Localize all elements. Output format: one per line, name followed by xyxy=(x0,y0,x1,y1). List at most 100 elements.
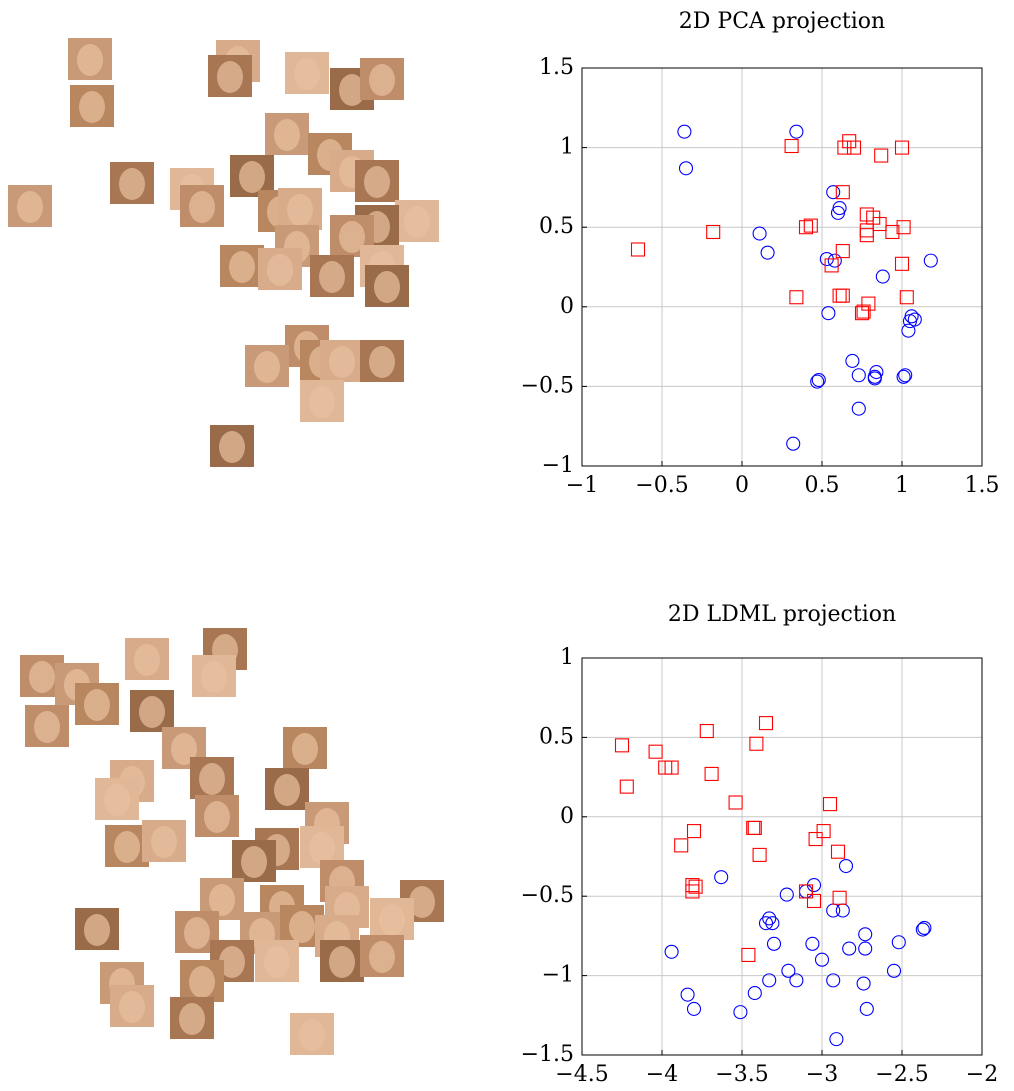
face-thumbnail xyxy=(70,85,114,127)
face-skin xyxy=(199,763,225,795)
face-skin xyxy=(34,711,60,743)
face-thumbnail xyxy=(395,200,439,242)
data-point xyxy=(715,871,728,884)
data-point xyxy=(729,796,742,809)
data-point xyxy=(688,1002,701,1015)
data-point xyxy=(809,833,822,846)
x-tick-label: −2 xyxy=(966,1062,998,1087)
y-tick-label: 0.5 xyxy=(539,724,574,749)
face-skin xyxy=(151,826,177,858)
face-skin xyxy=(364,166,390,198)
x-tick-label: −3 xyxy=(806,1062,838,1087)
x-tick-label: −3.5 xyxy=(715,1062,768,1087)
face-skin xyxy=(77,44,103,76)
data-point xyxy=(852,369,865,382)
data-point xyxy=(790,291,803,304)
data-point xyxy=(748,987,761,1000)
data-point xyxy=(753,227,766,240)
data-point xyxy=(843,942,856,955)
data-point xyxy=(827,186,840,199)
face-thumbnail xyxy=(283,727,327,769)
face-thumbnail xyxy=(220,245,264,287)
y-tick-label: −0.5 xyxy=(521,883,574,908)
face-skin xyxy=(369,64,395,96)
y-tick-label: 1 xyxy=(560,645,574,670)
x-tick-label: 1.5 xyxy=(965,473,1000,498)
face-thumbnail xyxy=(170,997,214,1039)
face-skin xyxy=(309,832,335,864)
data-point xyxy=(700,725,713,738)
data-point xyxy=(780,888,793,901)
face-skin xyxy=(369,941,395,973)
face-thumbnail xyxy=(310,255,354,297)
y-tick-label: 0.5 xyxy=(539,214,574,239)
data-point xyxy=(734,1006,747,1019)
face-thumbnail xyxy=(8,185,52,227)
y-tick-label: 0 xyxy=(560,804,574,829)
face-skin xyxy=(139,696,165,728)
face-thumbnail xyxy=(110,162,154,204)
face-thumbnail xyxy=(68,38,112,80)
data-point xyxy=(832,845,845,858)
face-skin xyxy=(114,831,140,863)
face-thumbnail xyxy=(360,340,404,382)
data-point xyxy=(705,767,718,780)
data-point xyxy=(832,206,845,219)
face-skin xyxy=(29,661,55,693)
face-thumbnail xyxy=(365,265,409,307)
face-thumbnail xyxy=(370,898,414,940)
data-point xyxy=(753,848,766,861)
face-skin xyxy=(104,784,130,816)
face-skin xyxy=(17,191,43,223)
data-point xyxy=(876,270,889,283)
data-point xyxy=(824,798,837,811)
data-point xyxy=(616,739,629,752)
face-thumbnail xyxy=(265,768,309,810)
face-skin xyxy=(189,191,215,223)
face-thumbnail xyxy=(232,840,276,882)
data-point xyxy=(806,937,819,950)
face-skin xyxy=(119,991,145,1023)
face-thumbnail xyxy=(320,340,364,382)
face-skin xyxy=(217,61,243,93)
face-skin xyxy=(201,661,227,693)
figure: 2D PCA projection−1−0.500.511.5−1−0.500.… xyxy=(0,0,1014,1091)
y-tick-label: 1.5 xyxy=(539,55,574,80)
data-point xyxy=(678,125,691,138)
face-skin xyxy=(204,801,230,833)
face-thumbnail xyxy=(360,58,404,100)
face-thumbnail xyxy=(265,113,309,155)
data-point xyxy=(681,988,694,1001)
data-point xyxy=(833,891,846,904)
data-point xyxy=(892,936,905,949)
face-skin xyxy=(289,911,315,943)
face-thumbnail xyxy=(255,940,299,982)
data-point xyxy=(750,737,763,750)
face-skin xyxy=(264,946,290,978)
x-tick-label: 0 xyxy=(735,473,749,498)
face-thumbnail xyxy=(180,960,224,1002)
data-point xyxy=(675,839,688,852)
face-thumbnail xyxy=(258,248,302,290)
face-skin xyxy=(274,774,300,806)
face-skin xyxy=(84,689,110,721)
data-point xyxy=(904,315,917,328)
face-thumbnail xyxy=(190,757,234,799)
face-thumbnail xyxy=(290,1013,334,1055)
face-skin xyxy=(239,161,265,193)
data-point xyxy=(860,229,873,242)
plot-frame xyxy=(582,68,982,466)
data-point xyxy=(860,1002,873,1015)
data-point xyxy=(830,1033,843,1046)
data-point xyxy=(680,162,693,175)
face-thumbnail xyxy=(355,160,399,202)
face-thumbnail xyxy=(25,705,69,747)
face-thumbnail xyxy=(245,345,289,387)
data-point xyxy=(817,825,830,838)
data-point xyxy=(790,125,803,138)
data-point xyxy=(859,928,872,941)
face-skin xyxy=(84,914,110,946)
face-thumbnail xyxy=(192,655,236,697)
face-thumbnail xyxy=(300,380,344,422)
y-tick-label: 1 xyxy=(560,135,574,160)
